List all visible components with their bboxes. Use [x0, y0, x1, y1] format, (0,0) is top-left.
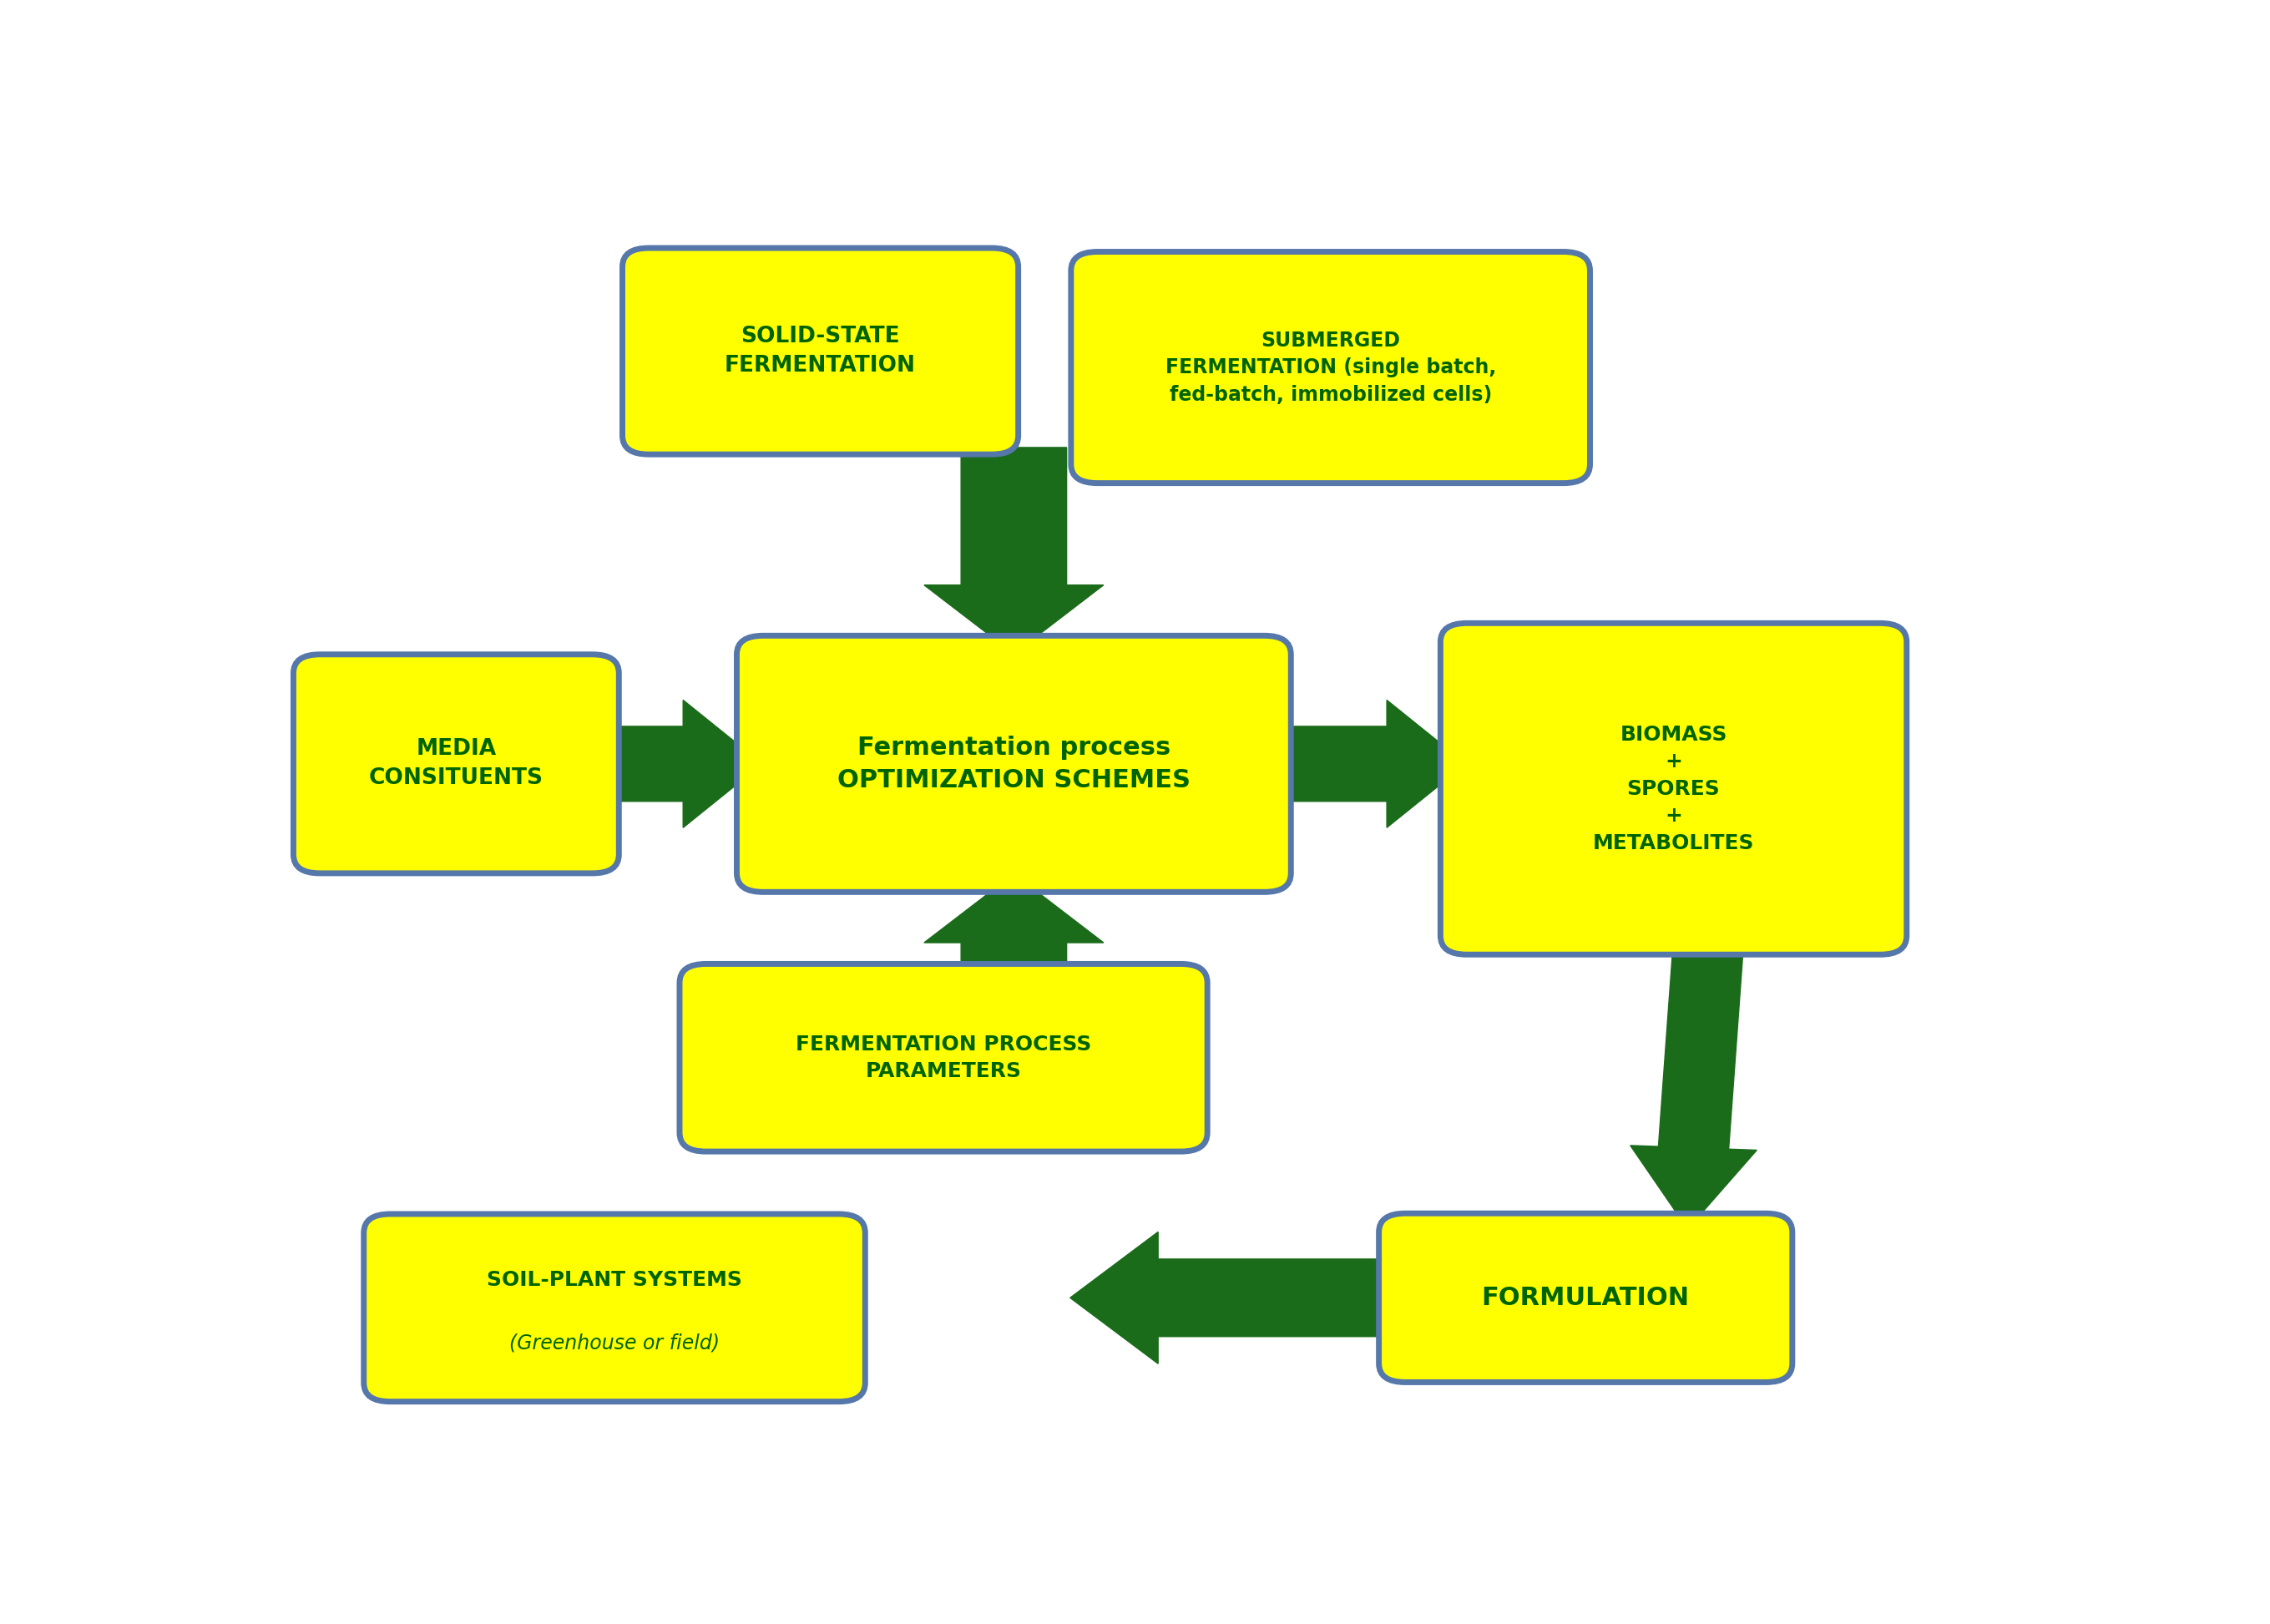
FancyBboxPatch shape [1441, 624, 1907, 955]
Text: SOIL-PLANT SYSTEMS: SOIL-PLANT SYSTEMS [486, 1270, 742, 1291]
FancyBboxPatch shape [622, 248, 1019, 455]
Text: SOLID-STATE
FERMENTATION: SOLID-STATE FERMENTATION [724, 326, 915, 377]
Text: FORMULATION: FORMULATION [1482, 1286, 1689, 1311]
FancyBboxPatch shape [1071, 252, 1589, 482]
Text: Fermentation process
OPTIMIZATION SCHEMES: Fermentation process OPTIMIZATION SCHEME… [838, 736, 1189, 793]
FancyBboxPatch shape [738, 635, 1292, 892]
FancyBboxPatch shape [1378, 1213, 1793, 1382]
FancyBboxPatch shape [679, 965, 1208, 1151]
Text: MEDIA
CONSITUENTS: MEDIA CONSITUENTS [370, 739, 543, 789]
Polygon shape [1264, 700, 1466, 828]
Polygon shape [1630, 937, 1757, 1229]
FancyBboxPatch shape [293, 654, 620, 874]
Polygon shape [595, 700, 763, 828]
Text: (Greenhouse or field): (Greenhouse or field) [508, 1333, 720, 1353]
Text: SUBMERGED
FERMENTATION (single batch,
fed-batch, immobilized cells): SUBMERGED FERMENTATION (single batch, fe… [1165, 330, 1496, 404]
Text: FERMENTATION PROCESS
PARAMETERS: FERMENTATION PROCESS PARAMETERS [794, 1034, 1092, 1082]
FancyBboxPatch shape [363, 1215, 865, 1402]
Polygon shape [924, 874, 1103, 983]
Text: BIOMASS
+
SPORES
+
METABOLITES: BIOMASS + SPORES + METABOLITES [1594, 724, 1755, 853]
Polygon shape [1069, 1233, 1403, 1364]
Polygon shape [924, 448, 1103, 654]
